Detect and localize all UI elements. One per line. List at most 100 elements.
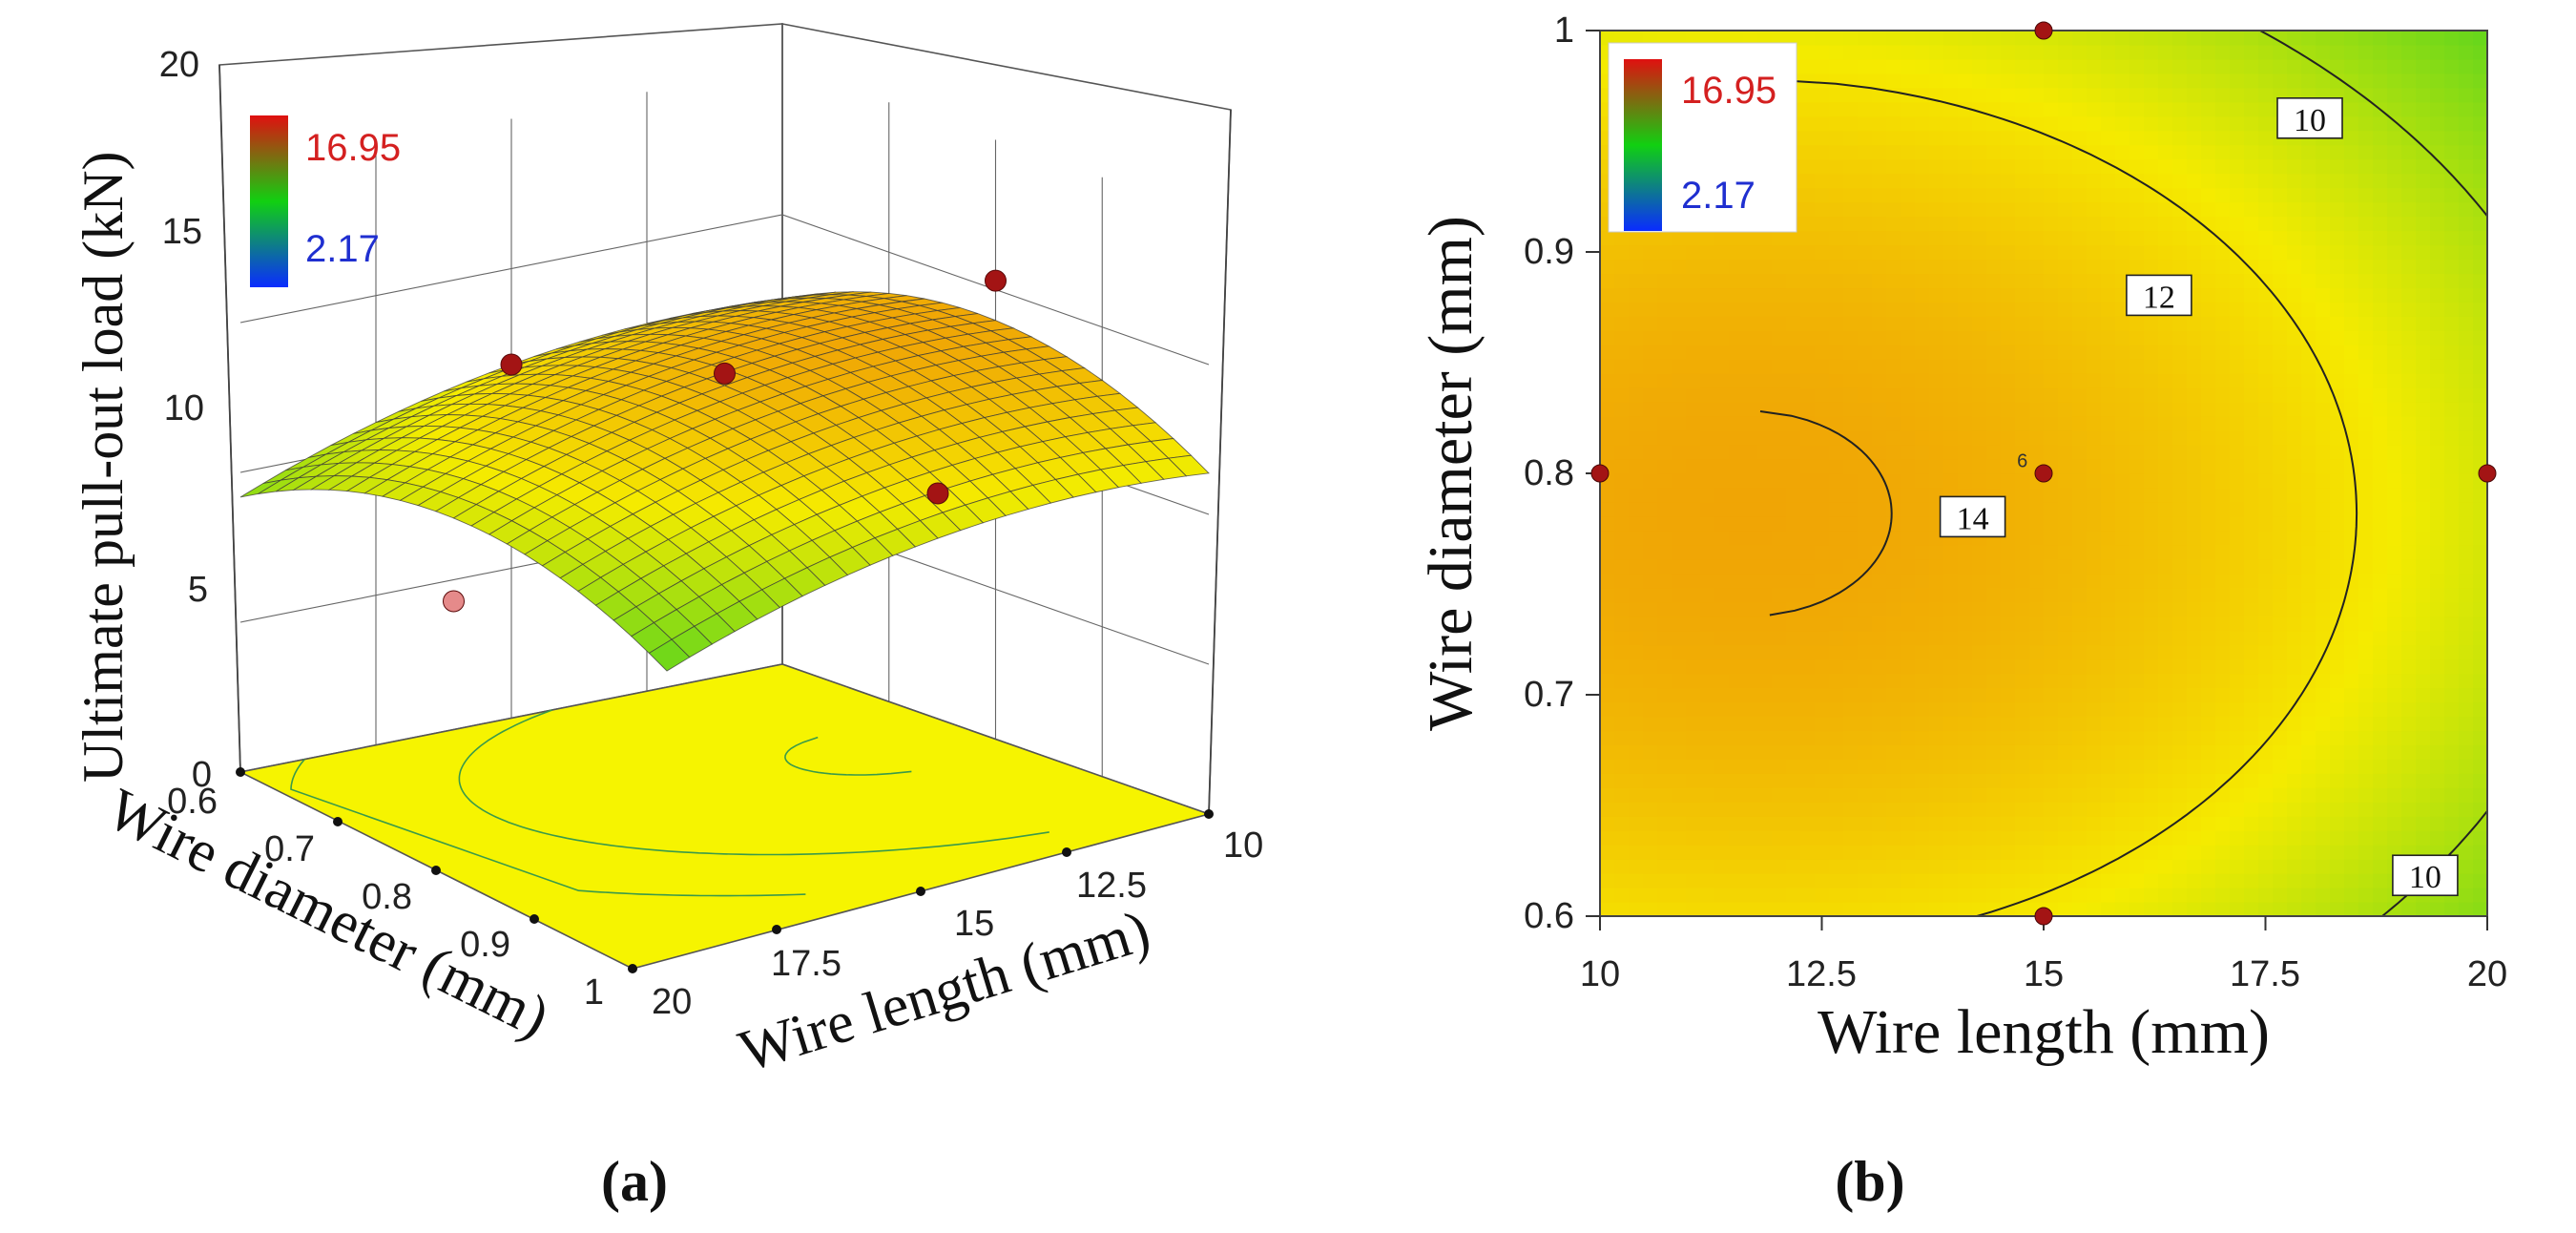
field-cell — [1714, 230, 1730, 246]
field-cell — [1757, 744, 1773, 760]
field-cell — [2087, 173, 2102, 189]
field-cell — [2416, 445, 2431, 460]
field-cell — [2287, 173, 2302, 189]
field-cell — [1815, 387, 1830, 403]
field-cell — [1672, 873, 1687, 888]
field-cell — [1600, 402, 1615, 417]
field-cell — [2172, 459, 2188, 474]
field-cell — [2330, 873, 2345, 888]
field-cell — [2330, 302, 2345, 317]
field-cell — [2373, 373, 2388, 388]
field-cell — [2330, 673, 2345, 689]
field-cell — [2029, 230, 2045, 246]
field-cell — [1643, 830, 1658, 846]
diameter-tick-marks — [236, 767, 1214, 973]
field-cell — [1757, 616, 1773, 632]
field-cell — [2373, 845, 2388, 860]
field-cell — [2401, 387, 2417, 403]
field-cell — [2230, 773, 2245, 788]
field-cell — [2230, 687, 2245, 703]
field-cell — [1943, 273, 1959, 289]
field-cell — [2344, 730, 2359, 745]
field-cell — [2044, 44, 2059, 60]
field-cell — [2258, 573, 2274, 589]
field-cell — [2058, 31, 2073, 46]
field-cell — [2358, 445, 2374, 460]
field-cell — [2430, 658, 2445, 675]
field-cell — [2172, 173, 2188, 189]
field-cell — [1858, 330, 1873, 345]
field-cell — [1986, 287, 2002, 303]
field-cell — [2072, 673, 2088, 689]
field-cell — [2230, 816, 2245, 831]
field-cell — [2473, 515, 2487, 532]
field-cell — [2444, 387, 2460, 403]
field-cell — [1858, 144, 1873, 160]
field-cell — [2215, 759, 2231, 774]
field-cell — [1929, 730, 1944, 745]
field-cell — [2044, 558, 2059, 575]
field-cell — [1614, 558, 1630, 575]
field-cell — [1829, 701, 1844, 718]
field-cell — [2172, 445, 2188, 460]
field-cell — [1815, 187, 1830, 203]
field-cell — [2444, 58, 2460, 74]
field-cell — [1700, 373, 1715, 388]
field-cell — [1629, 544, 1644, 560]
field-cell — [2401, 230, 2417, 246]
field-cell — [2316, 259, 2331, 275]
field-cell — [1972, 58, 1987, 74]
field-cell — [2129, 473, 2145, 489]
field-cell — [1843, 387, 1859, 403]
field-cell — [2230, 430, 2245, 446]
field-cell — [2015, 459, 2030, 474]
field-cell — [1657, 373, 1672, 388]
field-cell — [2029, 759, 2045, 774]
field-cell — [2430, 530, 2445, 546]
field-cell — [1714, 445, 1730, 460]
field-cell — [2330, 230, 2345, 246]
field-cell — [1657, 544, 1672, 560]
field-cell — [1800, 201, 1816, 218]
field-cell — [2459, 701, 2474, 718]
field-cell — [1657, 673, 1672, 689]
field-cell — [2316, 158, 2331, 175]
field-cell — [2029, 587, 2045, 603]
field-cell — [2430, 445, 2445, 460]
contour-color-field — [1600, 31, 2487, 916]
field-cell — [2316, 445, 2331, 460]
field-cell — [2187, 888, 2202, 903]
field-cell — [2444, 730, 2460, 745]
field-cell — [2029, 130, 2045, 146]
field-cell — [1843, 115, 1859, 132]
field-cell — [1843, 573, 1859, 589]
field-cell — [1643, 845, 1658, 860]
field-cell — [1829, 302, 1844, 317]
field-cell — [2430, 701, 2445, 718]
field-cell — [2416, 244, 2431, 261]
field-cell — [2244, 216, 2259, 232]
field-cell — [2058, 730, 2073, 745]
field-cell — [1772, 587, 1787, 603]
field-cell — [2115, 216, 2130, 232]
field-cell — [2330, 445, 2345, 460]
field-cell — [2072, 287, 2088, 303]
field-cell — [2058, 101, 2073, 117]
field-cell — [1786, 501, 1801, 517]
field-cell — [2101, 787, 2116, 803]
field-cell — [1614, 902, 1630, 916]
field-cell — [2301, 445, 2316, 460]
field-cell — [2401, 87, 2417, 103]
field-cell — [2072, 359, 2088, 374]
field-cell — [1943, 816, 1959, 831]
field-cell — [2358, 31, 2374, 46]
field-cell — [1700, 601, 1715, 617]
field-cell — [1786, 730, 1801, 745]
field-cell — [2015, 416, 2030, 431]
field-cell — [2072, 658, 2088, 675]
length-tick-label: 20 — [652, 982, 692, 1022]
panel-label-b: (b) — [1835, 1150, 1904, 1213]
field-cell — [2015, 473, 2030, 489]
field-cell — [2201, 44, 2216, 60]
field-cell — [1915, 544, 1930, 560]
